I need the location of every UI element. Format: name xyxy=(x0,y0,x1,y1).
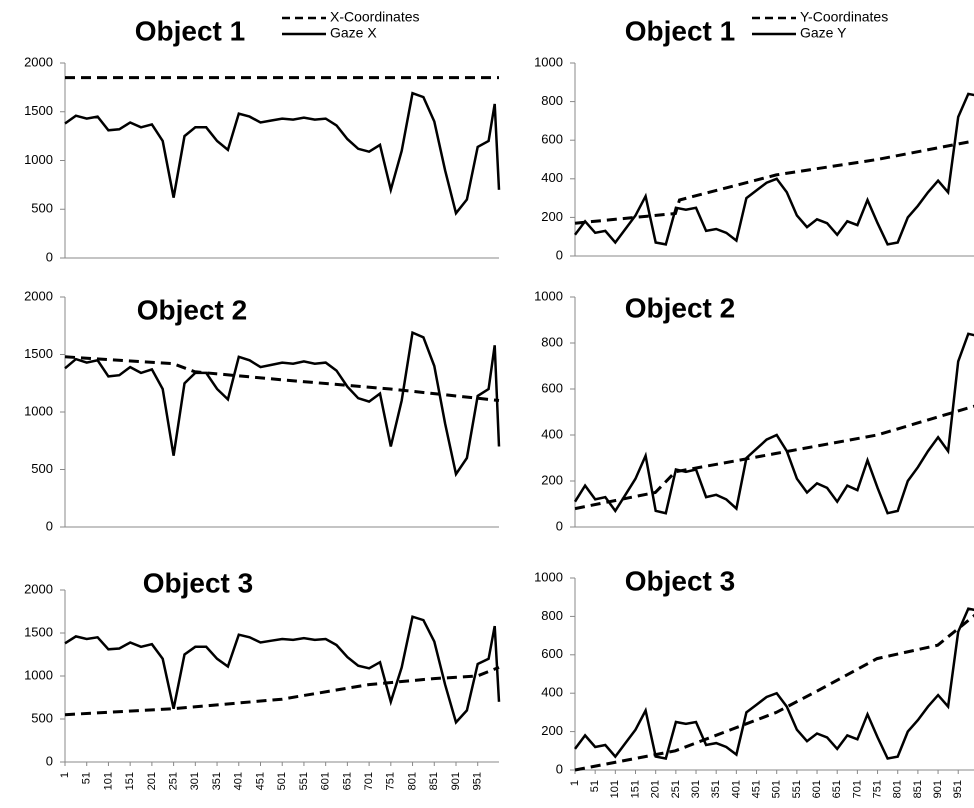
y-tick-label: 800 xyxy=(541,334,563,349)
x-tick-label: 251 xyxy=(670,780,682,798)
y-tick-label: 1000 xyxy=(24,152,53,167)
y-tick-label: 1000 xyxy=(24,667,53,682)
x-tick-label: 1 xyxy=(59,772,71,778)
x-tick-label: 901 xyxy=(932,780,944,798)
x-tick-label: 551 xyxy=(791,780,803,798)
x-tick-label: 951 xyxy=(952,780,964,798)
x-tick-label: 351 xyxy=(710,780,722,798)
y-tick-label: 800 xyxy=(541,608,563,623)
x-tick-label: 601 xyxy=(811,780,823,798)
y-tick-label: 1000 xyxy=(24,403,53,418)
x-tick-label: 1 xyxy=(569,780,581,786)
series-line xyxy=(574,404,974,511)
y-tick-label: 2000 xyxy=(24,54,53,69)
chart-title: Object 3 xyxy=(625,565,735,596)
x-tick-label: 451 xyxy=(750,780,762,798)
y-tick-label: 400 xyxy=(541,685,563,700)
y-tick-label: 500 xyxy=(31,710,53,725)
legend-label: Gaze X xyxy=(330,25,377,41)
x-tick-label: 101 xyxy=(609,780,621,798)
y-tick-label: 200 xyxy=(541,209,563,224)
y-tick-label: 1500 xyxy=(24,346,53,361)
y-tick-label: 200 xyxy=(541,723,563,738)
x-tick-label: 901 xyxy=(450,772,462,790)
series-line xyxy=(64,91,501,216)
x-tick-label: 101 xyxy=(102,772,114,790)
x-tick-label: 751 xyxy=(871,780,883,798)
chart-title: Object 2 xyxy=(137,294,247,325)
x-tick-label: 501 xyxy=(771,780,783,798)
y-tick-label: 600 xyxy=(541,646,563,661)
series-line xyxy=(573,607,974,760)
x-tick-label: 701 xyxy=(851,780,863,798)
x-tick-label: 801 xyxy=(892,780,904,798)
series-line xyxy=(64,615,501,725)
x-tick-label: 751 xyxy=(385,772,397,790)
x-tick-label: 551 xyxy=(298,772,310,790)
series-line xyxy=(574,139,974,225)
series-line xyxy=(573,332,974,515)
x-tick-label: 201 xyxy=(650,780,662,798)
x-tick-label: 301 xyxy=(690,780,702,798)
y-tick-label: 2000 xyxy=(24,288,53,303)
x-tick-label: 151 xyxy=(124,772,136,790)
chart-title: Object 3 xyxy=(143,567,253,598)
x-tick-label: 301 xyxy=(189,772,201,790)
x-tick-label: 251 xyxy=(168,772,180,790)
y-tick-label: 0 xyxy=(556,247,563,262)
y-tick-label: 1000 xyxy=(534,288,563,303)
x-tick-label: 351 xyxy=(211,772,223,790)
series-line xyxy=(574,613,974,772)
chart-title: Object 1 xyxy=(135,15,245,46)
y-tick-label: 0 xyxy=(556,518,563,533)
x-tick-label: 51 xyxy=(589,780,601,792)
chart-title: Object 1 xyxy=(625,15,735,46)
y-tick-label: 200 xyxy=(541,472,563,487)
x-tick-label: 501 xyxy=(276,772,288,790)
x-tick-label: 851 xyxy=(912,780,924,798)
y-tick-label: 1000 xyxy=(534,54,563,69)
x-tick-label: 51 xyxy=(81,772,93,784)
y-tick-label: 0 xyxy=(46,249,53,264)
x-tick-label: 201 xyxy=(146,772,158,790)
y-tick-label: 400 xyxy=(541,170,563,185)
x-tick-label: 651 xyxy=(831,780,843,798)
y-tick-label: 800 xyxy=(541,93,563,108)
x-tick-label: 151 xyxy=(629,780,641,798)
legend-label: Y-Coordinates xyxy=(800,9,888,25)
series-line xyxy=(64,666,500,717)
x-tick-label: 851 xyxy=(428,772,440,790)
y-tick-label: 1500 xyxy=(24,103,53,118)
y-tick-label: 500 xyxy=(31,201,53,216)
y-tick-label: 400 xyxy=(541,426,563,441)
x-tick-label: 801 xyxy=(406,772,418,790)
y-tick-label: 500 xyxy=(31,461,53,476)
y-tick-label: 0 xyxy=(46,753,53,768)
chart-title: Object 2 xyxy=(625,292,735,323)
x-tick-label: 651 xyxy=(341,772,353,790)
x-tick-label: 401 xyxy=(233,772,245,790)
legend-label: Gaze Y xyxy=(800,25,847,41)
x-tick-label: 951 xyxy=(472,772,484,790)
series-line xyxy=(573,92,974,246)
series-line xyxy=(64,330,501,478)
legend-label: X-Coordinates xyxy=(330,9,420,25)
y-tick-label: 600 xyxy=(541,380,563,395)
y-tick-label: 1500 xyxy=(24,624,53,639)
x-tick-label: 701 xyxy=(363,772,375,790)
x-tick-label: 601 xyxy=(320,772,332,790)
y-tick-label: 1000 xyxy=(534,569,563,584)
x-tick-label: 401 xyxy=(730,780,742,798)
x-tick-label: 451 xyxy=(254,772,266,790)
y-tick-label: 600 xyxy=(541,132,563,147)
y-tick-label: 2000 xyxy=(24,581,53,596)
y-tick-label: 0 xyxy=(556,761,563,776)
y-tick-label: 0 xyxy=(46,518,53,533)
